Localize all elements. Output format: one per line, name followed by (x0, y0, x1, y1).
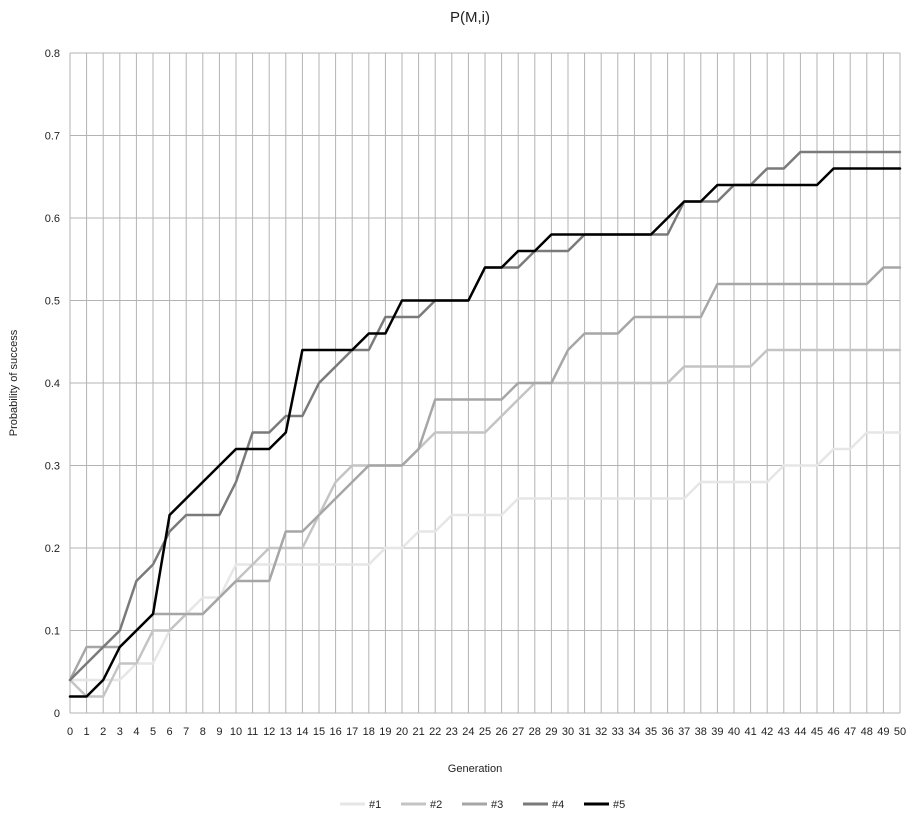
x-tick-label: 28 (529, 726, 541, 738)
series-line-1 (68, 431, 902, 682)
x-tick-label: 3 (117, 726, 123, 738)
x-tick-label: 36 (661, 726, 673, 738)
x-tick-label: 47 (844, 726, 856, 738)
y-axis-label: Probability of success (8, 329, 20, 436)
x-tick-label: 5 (150, 726, 156, 738)
x-tick-label: 35 (645, 726, 657, 738)
legend-label: #5 (613, 799, 625, 811)
x-tick-label: 22 (429, 726, 441, 738)
x-tick-label: 0 (67, 726, 73, 738)
x-tick-label: 25 (479, 726, 491, 738)
x-tick-label: 50 (894, 726, 906, 738)
x-tick-label: 38 (695, 726, 707, 738)
x-tick-label: 17 (346, 726, 358, 738)
x-tick-label: 23 (446, 726, 458, 738)
x-tick-label: 20 (396, 726, 408, 738)
x-tick-label: 48 (861, 726, 873, 738)
series-line-5 (68, 167, 902, 698)
y-tick-label: 0.6 (45, 213, 60, 225)
x-tick-label: 15 (313, 726, 325, 738)
x-tick-label: 8 (200, 726, 206, 738)
y-tick-label: 0.2 (45, 543, 60, 555)
x-tick-label: 27 (512, 726, 524, 738)
x-tick-label: 41 (744, 726, 756, 738)
y-tick-label: 0.7 (45, 131, 60, 143)
x-tick-label: 37 (678, 726, 690, 738)
x-tick-label: 4 (133, 726, 139, 738)
x-axis-label: Generation (448, 763, 502, 775)
y-tick-label: 0 (54, 708, 60, 720)
y-tick-label: 0.3 (45, 461, 60, 473)
x-tick-label: 46 (827, 726, 839, 738)
x-tick-label: 43 (778, 726, 790, 738)
series-lines (68, 150, 902, 698)
legend: #1 #2 #3 #4 #5 (340, 799, 625, 811)
x-tick-label: 1 (84, 726, 90, 738)
x-tick-label: 9 (216, 726, 222, 738)
x-tick-label: 7 (183, 726, 189, 738)
x-tick-label: 39 (711, 726, 723, 738)
y-axis-ticks: 0 0.1 0.2 0.3 0.4 0.5 0.6 0.7 0.8 (45, 48, 60, 720)
x-tick-label: 12 (263, 726, 275, 738)
y-tick-label: 0.1 (45, 626, 60, 638)
x-tick-label: 49 (877, 726, 889, 738)
x-tick-label: 40 (728, 726, 740, 738)
x-tick-label: 45 (811, 726, 823, 738)
x-tick-label: 13 (280, 726, 292, 738)
x-tick-label: 44 (794, 726, 806, 738)
x-tick-label: 2 (100, 726, 106, 738)
x-tick-label: 32 (595, 726, 607, 738)
x-tick-label: 18 (363, 726, 375, 738)
grid (69, 52, 901, 714)
x-tick-label: 19 (379, 726, 391, 738)
x-tick-label: 30 (562, 726, 574, 738)
y-tick-label: 0.4 (45, 378, 60, 390)
x-tick-label: 14 (296, 726, 308, 738)
legend-label: #2 (430, 799, 442, 811)
x-tick-label: 31 (578, 726, 590, 738)
x-tick-label: 11 (247, 726, 258, 738)
legend-label: #1 (369, 799, 381, 811)
x-tick-label: 29 (545, 726, 557, 738)
legend-label: #4 (552, 799, 564, 811)
x-tick-label: 16 (329, 726, 341, 738)
x-axis-ticks: 0 1 2 3 4 5 6 7 8 9 10 11 12 13 14 15 16 17 18 19 20 21 22 23 24… (67, 726, 906, 738)
x-tick-label: 42 (761, 726, 773, 738)
x-tick-label: 26 (495, 726, 507, 738)
x-tick-label: 6 (167, 726, 173, 738)
x-tick-label: 21 (412, 726, 424, 738)
x-tick-label: 34 (628, 726, 640, 738)
series-line-3 (68, 266, 902, 682)
legend-label: #3 (491, 799, 503, 811)
y-tick-label: 0.5 (45, 296, 60, 308)
x-tick-label: 33 (612, 726, 624, 738)
chart-title: P(M,i) (450, 9, 490, 26)
x-tick-label: 24 (462, 726, 474, 738)
x-tick-label: 10 (230, 726, 242, 738)
y-tick-label: 0.8 (45, 48, 60, 60)
